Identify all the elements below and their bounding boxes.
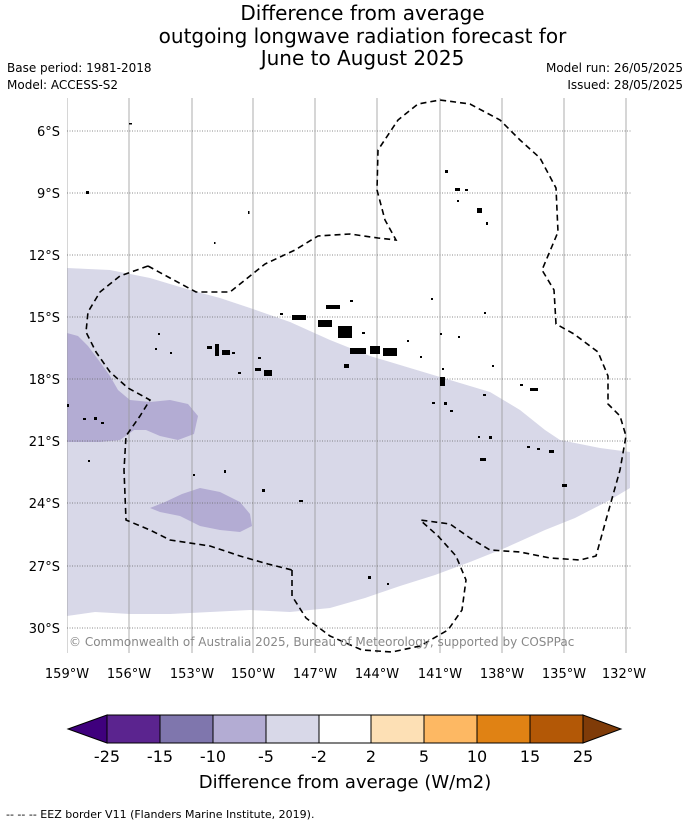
lat-labels: 6°S 9°S 12°S 15°S 18°S 21°S 24°S 27°S 30… (29, 125, 60, 637)
lon-label: 150°W (231, 667, 275, 682)
colorbar-bin (476, 714, 531, 744)
colorbar-tick: -2 (311, 747, 327, 766)
lon-label: 159°W (45, 667, 89, 682)
colorbar-extend-high (582, 714, 623, 744)
lon-label: 135°W (542, 667, 586, 682)
title-line-3: June to August 2025 (260, 46, 465, 70)
lat-label: 6°S (37, 125, 60, 140)
colorbar-bin (423, 714, 478, 744)
islands (67, 123, 567, 585)
eez-legend: -- -- -- EEZ border V11 (Flanders Marine… (6, 808, 315, 821)
lat-label: 9°S (37, 187, 60, 202)
lon-label: 138°W (480, 667, 524, 682)
anomaly-region-light (67, 268, 630, 616)
model-name: Model: ACCESS-S2 (7, 78, 119, 92)
meta-left: Base period: 1981-2018 Model: ACCESS-S2 (7, 60, 152, 94)
colorbar-label: Difference from average (W/m2) (199, 772, 491, 793)
lat-label: 30°S (29, 622, 60, 637)
eez-border-cooks (147, 99, 627, 561)
map-title: Difference from average outgoing longwav… (0, 2, 690, 70)
colorbar-bin (265, 714, 320, 744)
lat-label: 15°S (29, 311, 60, 326)
colorbar-bin (370, 714, 425, 744)
eez-border-west (85, 265, 293, 571)
lon-label: 141°W (418, 667, 462, 682)
colorbar-tick: 25 (573, 747, 593, 766)
colorbar-bin (212, 714, 267, 744)
lon-labels: 159°W 156°W 153°W 150°W 147°W 144°W 141°… (45, 667, 646, 682)
issued-date: Issued: 28/05/2025 (567, 78, 683, 92)
lat-label: 27°S (29, 560, 60, 575)
anomaly-region-dark-west (67, 333, 198, 442)
lat-gridlines (67, 130, 632, 629)
title-line-2: outgoing longwave radiation forecast for (158, 23, 567, 48)
colorbar-tick: -25 (94, 747, 120, 766)
colorbar-tick: -5 (258, 747, 274, 766)
colorbar-tick: 10 (467, 747, 487, 766)
copyright-notice: © Commonwealth of Australia 2025, Bureau… (69, 635, 574, 649)
lon-label: 132°W (602, 667, 646, 682)
colorbar-tick: 2 (366, 747, 376, 766)
lon-label: 153°W (170, 667, 214, 682)
colorbar-bin (529, 714, 584, 744)
model-run: Model run: 26/05/2025 (545, 61, 683, 75)
lon-label: 147°W (293, 667, 337, 682)
colorbar-bin (106, 714, 161, 744)
colorbar-tick: -15 (147, 747, 173, 766)
eez-border-south (291, 519, 467, 653)
colorbar: -25 -15 -10 -5 -2 2 5 10 15 25 Differenc… (66, 714, 623, 793)
colorbar-bin (159, 714, 214, 744)
colorbar-tick: 5 (419, 747, 429, 766)
lon-label: 144°W (355, 667, 399, 682)
colorbar-extend-low (66, 714, 108, 744)
lat-label: 21°S (29, 435, 60, 450)
meta-right: Model run: 26/05/2025 Issued: 28/05/2025 (546, 60, 683, 94)
lat-label: 18°S (29, 373, 60, 388)
lon-label: 156°W (107, 667, 151, 682)
title-line-1: Difference from average (240, 1, 485, 25)
base-period: Base period: 1981-2018 (7, 61, 152, 75)
colorbar-tick: -10 (200, 747, 226, 766)
lat-label: 12°S (29, 249, 60, 264)
colorbar-tick: 15 (520, 747, 540, 766)
map-panel: © Commonwealth of Australia 2025, Bureau… (67, 98, 632, 653)
lat-label: 24°S (29, 497, 60, 512)
anomaly-region-dark-central (150, 488, 252, 532)
lon-gridlines (67, 98, 627, 653)
colorbar-bin (318, 714, 372, 744)
